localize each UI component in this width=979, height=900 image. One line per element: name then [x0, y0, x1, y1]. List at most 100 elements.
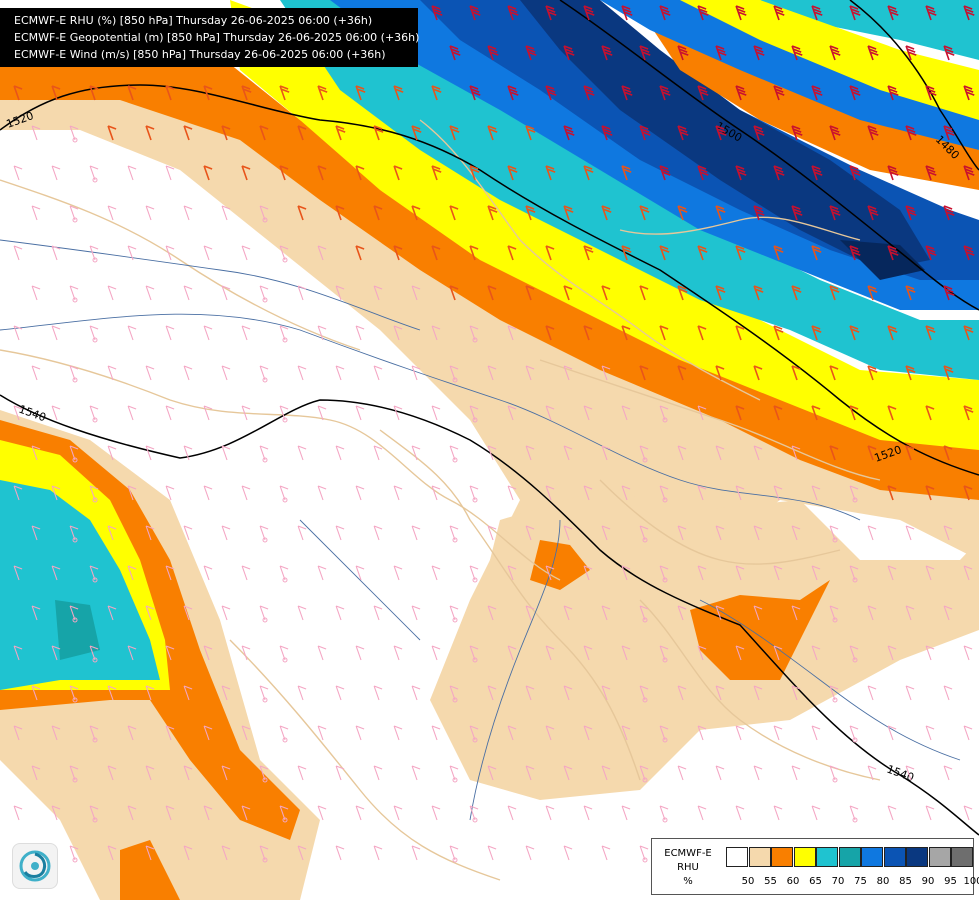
wind-calm-marker [452, 617, 458, 623]
wind-barb [31, 205, 41, 221]
wind-barb [411, 605, 421, 621]
wind-barb [943, 605, 953, 621]
wind-barb [905, 45, 917, 61]
wind-barb [867, 125, 879, 141]
wind-barb [241, 245, 251, 261]
wind-barb [355, 405, 365, 421]
wind-barb [487, 125, 498, 141]
wind-barb [849, 405, 859, 421]
legend-tick: 100 [963, 876, 979, 887]
wind-barb [183, 845, 193, 861]
wind-calm-marker [452, 377, 458, 383]
wind-barb [507, 405, 517, 421]
wind-barb [107, 685, 117, 701]
legend-title-model: ECMWF-E [664, 848, 712, 859]
wind-barb [393, 805, 403, 821]
wind-barb [849, 325, 860, 341]
wind-barb [317, 485, 327, 501]
wind-barb [335, 845, 345, 861]
legend-tick: 75 [854, 876, 867, 887]
wind-barb [925, 245, 937, 261]
wind-barb [545, 485, 555, 501]
wind-barb [601, 365, 611, 381]
wind-barb [525, 685, 535, 701]
wind-barb [943, 525, 953, 541]
wind-calm-marker [262, 777, 268, 783]
wind-barb [753, 685, 763, 701]
wind-barb [507, 245, 517, 261]
wind-barb [127, 485, 137, 501]
wind-barb [791, 765, 801, 781]
wind-barb [715, 125, 727, 141]
wind-barb [697, 85, 709, 101]
wind-calm-marker [472, 657, 478, 663]
wind-barb [241, 485, 251, 501]
wind-barb [811, 165, 823, 181]
wind-barb [487, 765, 497, 781]
wind-barb [507, 325, 517, 341]
wind-barb [127, 165, 137, 181]
wind-calm-marker [92, 817, 98, 823]
wind-barb [145, 365, 155, 381]
wind-barb [107, 845, 117, 861]
wind-barb [335, 765, 345, 781]
rhu-top-right-blue [600, 0, 979, 150]
wind-barb [791, 45, 803, 61]
wind-barb [791, 685, 801, 701]
wind-barb [697, 245, 708, 261]
wind-barb [127, 85, 137, 101]
wind-barb [867, 605, 877, 621]
wind-barb [735, 645, 745, 661]
wind-barb [525, 765, 535, 781]
wind-barb [867, 365, 878, 381]
wind-barb [849, 85, 861, 101]
wind-calm-marker [72, 537, 78, 543]
wind-barb [563, 685, 573, 701]
wind-barb [317, 165, 327, 181]
wind-calm-marker [72, 857, 78, 863]
wind-calm-marker [662, 497, 668, 503]
rhu-band-60 [0, 40, 979, 500]
wind-barb [753, 765, 763, 781]
wind-barb [829, 365, 839, 381]
wind-barb [393, 485, 403, 501]
wind-barb [697, 485, 707, 501]
legend-tick: 50 [741, 876, 755, 887]
wind-barb [221, 205, 231, 221]
wind-calm-marker [852, 497, 858, 503]
wind-barb [203, 85, 213, 101]
wind-calm-marker [662, 737, 668, 743]
contour-1480 [849, 0, 979, 171]
wind-barb [373, 125, 384, 141]
rhu-orange-south [120, 840, 180, 900]
wind-calm-marker [852, 577, 858, 583]
wind-barb [753, 205, 765, 221]
wind-barb [545, 565, 555, 581]
wind-barb [659, 85, 671, 101]
wind-barb [715, 45, 727, 61]
wind-barb [411, 365, 421, 381]
wind-barb [905, 525, 915, 541]
wind-barb [431, 565, 441, 581]
wind-barb [791, 365, 801, 381]
wind-barb [525, 205, 536, 221]
wind-barb [355, 565, 365, 581]
wind-barb [221, 525, 231, 541]
wind-barb [165, 405, 175, 421]
wind-calm-marker [72, 137, 78, 143]
legend-tick: 90 [921, 876, 935, 887]
wind-barb [411, 845, 421, 861]
wind-calm-marker [72, 697, 78, 703]
wind-barb [317, 645, 327, 661]
wind-barb [659, 245, 670, 261]
wind-barb [791, 125, 803, 141]
legend-tick: 70 [831, 876, 845, 887]
wind-barb [127, 405, 137, 421]
wind-barb [373, 605, 383, 621]
wind-barb [183, 525, 193, 541]
wind-barb [791, 205, 803, 221]
legend-swatch [771, 847, 793, 867]
wind-barb [563, 125, 575, 141]
wind-barb [811, 485, 821, 501]
